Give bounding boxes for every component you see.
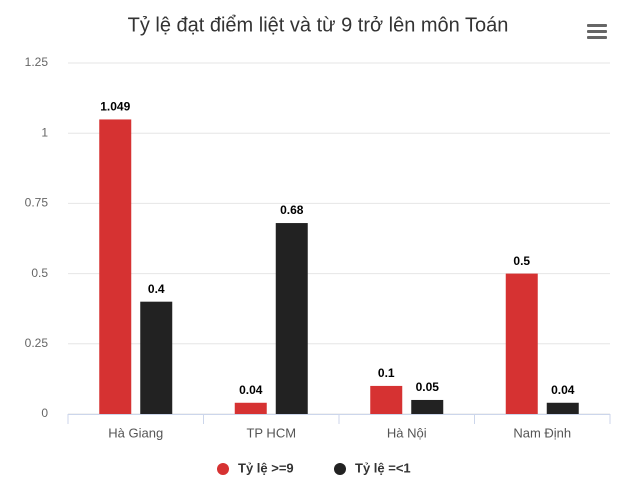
value-label: 0.68 (280, 203, 304, 217)
legend-label: Tỷ lệ =<1 (355, 460, 411, 475)
value-label: 0.04 (551, 383, 575, 397)
legend-marker (217, 463, 229, 475)
value-label: 1.049 (100, 100, 130, 114)
bar (275, 223, 308, 414)
legend-label: Tỷ lệ >=9 (238, 460, 294, 475)
value-label: 0.4 (148, 282, 165, 296)
bar (140, 301, 173, 414)
y-tick-label: 0.75 (25, 196, 49, 210)
value-label: 0.05 (416, 380, 440, 394)
menu-bar[interactable] (587, 36, 607, 39)
y-tick-label: 0.25 (25, 336, 49, 350)
x-tick-label: Nam Định (513, 425, 571, 440)
value-label: 0.1 (378, 366, 395, 380)
bar (99, 119, 132, 415)
y-tick-label: 1 (41, 125, 48, 139)
bar (411, 399, 444, 414)
bar (505, 273, 538, 414)
x-tick-label: TP HCM (246, 425, 296, 440)
bar (370, 385, 403, 414)
chart-title: Tỷ lệ đạt điểm liệt và từ 9 trở lên môn … (128, 14, 509, 36)
bar (234, 402, 267, 414)
menu-button[interactable] (584, 20, 610, 42)
bar (546, 402, 579, 414)
menu-bar[interactable] (587, 30, 607, 33)
y-tick-label: 0.5 (31, 266, 48, 280)
menu-bar[interactable] (587, 24, 607, 27)
y-tick-label: 0 (41, 406, 48, 420)
y-tick-label: 1.25 (25, 55, 49, 69)
value-label: 0.04 (239, 383, 263, 397)
x-tick-label: Hà Giang (108, 425, 163, 440)
legend-marker (334, 463, 346, 475)
value-label: 0.5 (513, 254, 530, 268)
x-tick-label: Hà Nội (387, 425, 427, 440)
